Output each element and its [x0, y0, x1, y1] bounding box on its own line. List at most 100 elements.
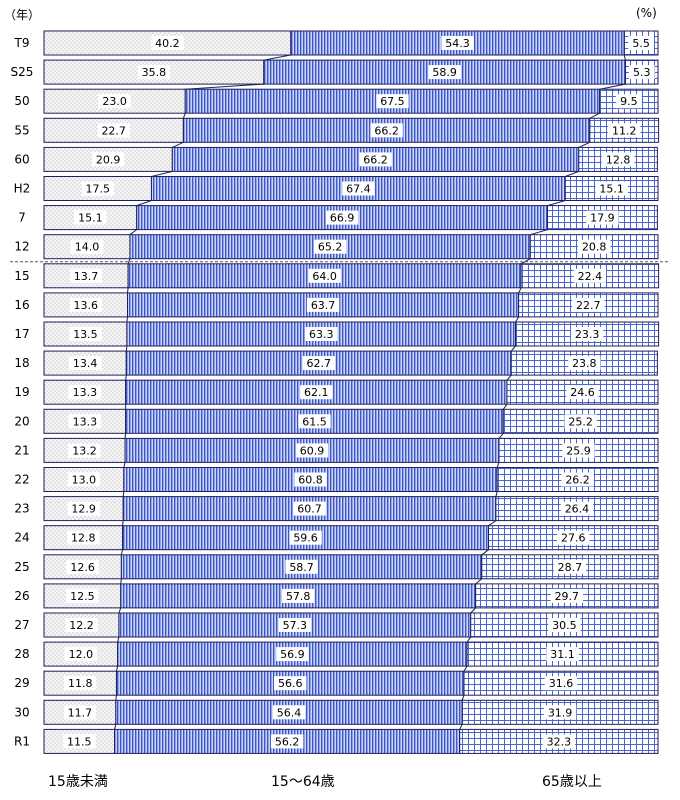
value-label-bg — [274, 676, 307, 691]
value-label-bg — [281, 588, 315, 603]
value-label-bg — [572, 297, 605, 312]
value-label-65plus-23: 26.4 — [565, 503, 590, 516]
value-label-bg — [69, 327, 102, 341]
connector-under15 — [118, 607, 122, 614]
value-label-15to64-H2: 67.4 — [346, 183, 371, 196]
connector-15to64 — [463, 665, 468, 672]
connector-15to64 — [510, 345, 516, 352]
category-label-21: 21 — [14, 443, 29, 457]
value-label-under15-H2: 17.5 — [85, 183, 110, 196]
value-label-under15-R1: 11.5 — [67, 735, 92, 748]
connector-15to64 — [565, 170, 579, 177]
connector-under15 — [127, 287, 129, 293]
value-label-under15-16: 13.6 — [74, 299, 99, 312]
value-label-under15-22: 13.0 — [72, 474, 97, 487]
category-label-15: 15 — [14, 269, 29, 283]
value-label-bg — [68, 414, 102, 429]
value-label-bg — [70, 239, 104, 254]
value-label-65plus-15: 22.4 — [578, 270, 603, 283]
connector-under15 — [114, 724, 117, 730]
value-label-65plus-7: 17.9 — [590, 212, 615, 225]
connector-under15 — [125, 345, 128, 352]
value-label-65plus-55: 11.2 — [612, 124, 637, 137]
value-label-15to64-24: 59.6 — [293, 532, 318, 545]
value-label-bg — [553, 559, 587, 574]
value-label-bg — [325, 210, 359, 225]
connector-15to64 — [475, 578, 483, 585]
value-label-bg — [550, 588, 584, 603]
connector-15to64 — [518, 287, 522, 294]
value-label-bg — [81, 181, 114, 196]
value-label-bg — [577, 239, 611, 254]
value-label-65plus-S25: 5.3 — [633, 66, 651, 79]
value-label-65plus-21: 25.9 — [566, 444, 591, 457]
value-label-bg — [63, 705, 97, 720]
value-label-bg — [68, 356, 102, 371]
value-label-bg — [308, 268, 341, 283]
value-label-15to64-21: 60.9 — [300, 444, 325, 457]
value-label-bg — [560, 501, 594, 516]
value-label-bg — [270, 734, 304, 749]
value-label-bg — [313, 239, 347, 254]
connector-15to64 — [461, 695, 465, 701]
value-label-bg — [68, 443, 101, 458]
value-label-bg — [64, 676, 97, 691]
connector-15to64 — [506, 374, 512, 381]
category-label-23: 23 — [14, 502, 29, 516]
bars-layer — [43, 30, 660, 754]
value-label-65plus-R1: 32.3 — [547, 735, 572, 748]
value-label-bg — [566, 385, 599, 400]
connector-under15 — [117, 636, 120, 643]
value-label-65plus-H2: 15.1 — [599, 183, 624, 196]
value-label-15to64-18: 62.7 — [307, 357, 332, 370]
connector-under15 — [123, 462, 126, 468]
bar-15to64-R1 — [114, 728, 461, 754]
connector-15to64 — [496, 462, 500, 468]
connector-15to64 — [498, 432, 504, 439]
legend-under15: 15歳未満 — [48, 774, 108, 790]
value-label-under15-18: 13.4 — [73, 357, 98, 370]
value-label-bg — [276, 647, 309, 662]
legend-65plus: 65歳以上 — [542, 774, 602, 790]
connector-15to64 — [502, 403, 508, 410]
connector-under15 — [129, 229, 138, 236]
category-label-H2: H2 — [14, 182, 31, 196]
connector-15to64 — [470, 607, 477, 614]
value-label-65plus-17: 23.3 — [575, 328, 600, 341]
category-label-19: 19 — [14, 385, 29, 399]
value-label-bg — [561, 472, 594, 487]
category-label-26: 26 — [14, 589, 29, 603]
value-label-bg — [573, 268, 607, 283]
value-label-15to64-25: 58.7 — [289, 561, 314, 574]
connector-15to64 — [488, 520, 497, 527]
value-label-bg — [562, 443, 595, 458]
value-label-bg — [285, 559, 318, 574]
value-label-bg — [557, 530, 590, 545]
connector-under15 — [124, 433, 127, 439]
value-label-under15-26: 12.5 — [70, 590, 95, 603]
value-label-65plus-25: 28.7 — [558, 561, 583, 574]
connector-15to64 — [589, 112, 600, 119]
category-label-60: 60 — [14, 152, 29, 166]
value-label-bg — [601, 152, 635, 167]
category-label-27: 27 — [14, 618, 29, 632]
connector-15to64 — [515, 316, 520, 323]
value-label-bg — [564, 414, 597, 429]
value-label-15to64-16: 63.7 — [311, 299, 336, 312]
category-label-25: 25 — [14, 560, 29, 574]
value-label-bg — [289, 530, 322, 545]
category-label-50: 50 — [14, 94, 29, 108]
value-label-bg — [98, 94, 131, 109]
value-label-under15-7: 15.1 — [78, 212, 103, 225]
value-label-bg — [66, 588, 99, 603]
value-label-bg — [97, 123, 130, 138]
value-label-bg — [586, 210, 619, 225]
value-label-15to64-19: 62.1 — [304, 386, 329, 399]
value-label-15to64-30: 56.4 — [277, 706, 302, 719]
value-label-bg — [300, 385, 333, 400]
value-label-bg — [376, 94, 409, 109]
connector-under15 — [126, 316, 129, 323]
connector-15to64 — [599, 83, 626, 90]
category-label-28: 28 — [14, 647, 29, 661]
value-label-65plus-24: 27.6 — [561, 532, 586, 545]
